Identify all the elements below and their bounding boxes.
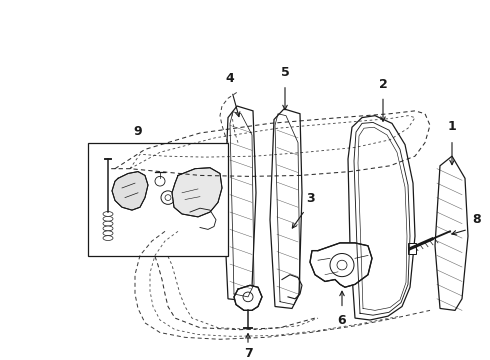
Polygon shape xyxy=(234,285,262,310)
Polygon shape xyxy=(224,106,256,301)
Text: 4: 4 xyxy=(225,72,234,85)
Text: 2: 2 xyxy=(379,78,388,91)
Ellipse shape xyxy=(103,216,113,221)
Polygon shape xyxy=(172,168,222,217)
Text: 7: 7 xyxy=(244,347,252,360)
Circle shape xyxy=(155,176,165,186)
Polygon shape xyxy=(435,156,468,310)
Circle shape xyxy=(165,195,171,201)
Bar xyxy=(408,243,416,255)
Circle shape xyxy=(243,292,253,302)
Text: 8: 8 xyxy=(472,212,481,226)
Polygon shape xyxy=(112,172,148,210)
Circle shape xyxy=(330,253,354,276)
Ellipse shape xyxy=(103,221,113,226)
Text: 9: 9 xyxy=(134,125,142,138)
Ellipse shape xyxy=(103,236,113,240)
Ellipse shape xyxy=(103,231,113,236)
Ellipse shape xyxy=(103,212,113,216)
Circle shape xyxy=(161,191,175,204)
Polygon shape xyxy=(310,243,372,287)
Polygon shape xyxy=(348,116,415,320)
Text: 1: 1 xyxy=(448,120,456,133)
Text: 3: 3 xyxy=(306,192,314,205)
Ellipse shape xyxy=(103,226,113,231)
Circle shape xyxy=(337,260,347,270)
Text: 6: 6 xyxy=(338,314,346,327)
Text: 5: 5 xyxy=(281,66,290,79)
Polygon shape xyxy=(270,109,302,309)
Bar xyxy=(88,143,228,256)
